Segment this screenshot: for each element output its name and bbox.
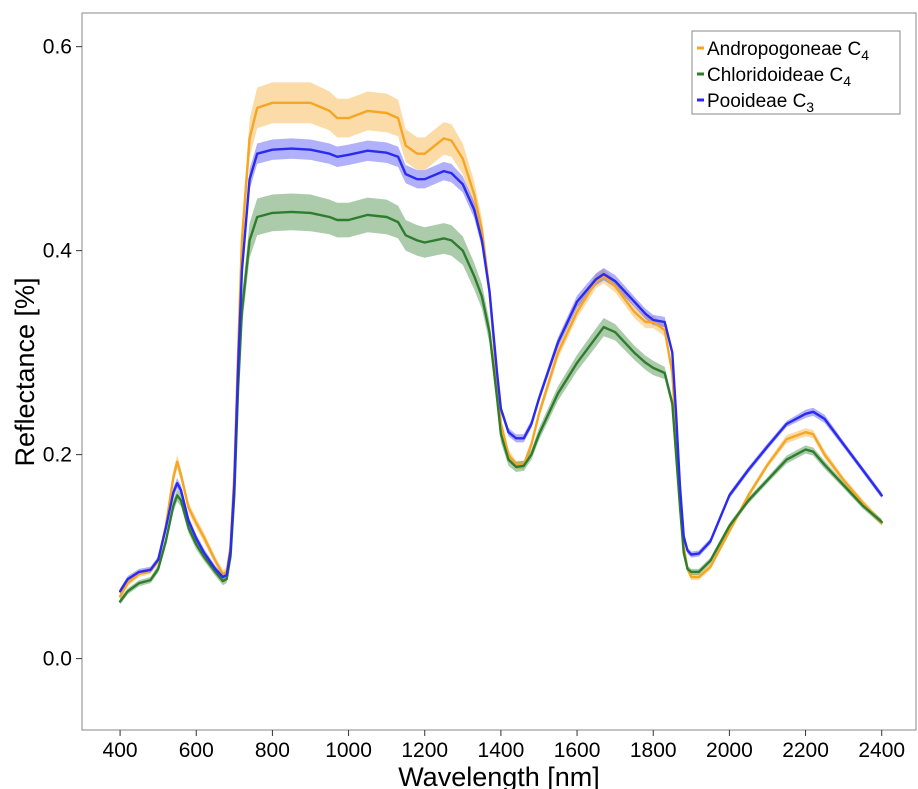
y-tick-label: 0.4 bbox=[43, 240, 73, 263]
band-series-3 bbox=[120, 138, 882, 595]
confidence-bands bbox=[120, 82, 882, 605]
x-tick-label: 2000 bbox=[706, 739, 753, 762]
x-tick-label: 800 bbox=[255, 739, 290, 762]
legend-box bbox=[691, 30, 901, 115]
x-axis: 400 600 800 1000 1200 1400 1600 1800 2000 2200 240… bbox=[103, 730, 905, 762]
legend-label-subscript: 4 bbox=[843, 73, 851, 89]
legend-label: Chloridoideae C4 bbox=[707, 65, 851, 89]
line-series-3 bbox=[118, 147, 883, 593]
x-tick-label: 400 bbox=[103, 739, 138, 762]
x-tick-label: 1800 bbox=[630, 739, 677, 762]
y-axis: 0.0 0.2 0.4 0.6 bbox=[43, 36, 82, 671]
y-tick-label: 0.6 bbox=[43, 36, 72, 59]
legend-label: Pooideae C3 bbox=[707, 91, 814, 115]
series-lines bbox=[118, 101, 883, 603]
y-tick-label: 0.2 bbox=[43, 444, 72, 467]
line-series-1 bbox=[118, 101, 883, 598]
plot-frame bbox=[81, 12, 917, 731]
x-tick-label: 1600 bbox=[554, 739, 601, 762]
x-tick-label: 2400 bbox=[858, 739, 905, 762]
x-tick-label: 1400 bbox=[478, 739, 525, 762]
band-series-1 bbox=[120, 82, 882, 600]
y-tick-label: 0.0 bbox=[43, 648, 72, 671]
legend-label: Andropogoneae C4 bbox=[707, 39, 869, 63]
x-tick-label: 1000 bbox=[325, 739, 372, 762]
legend-label-subscript: 4 bbox=[861, 47, 869, 63]
line-series-2 bbox=[118, 210, 883, 603]
x-axis-title: Wavelength [nm] bbox=[398, 762, 600, 789]
x-tick-label: 600 bbox=[179, 739, 214, 762]
legend-label-subscript: 3 bbox=[806, 99, 814, 115]
x-tick-label: 2200 bbox=[782, 739, 829, 762]
y-axis-title: Reflectance [%] bbox=[10, 277, 40, 466]
x-tick-label: 1200 bbox=[401, 739, 448, 762]
